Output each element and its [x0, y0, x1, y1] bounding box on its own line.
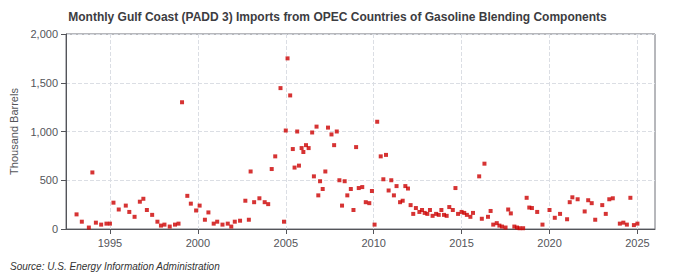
- svg-text:Source: U.S. Energy Informatio: Source: U.S. Energy Information Administ…: [10, 261, 220, 272]
- svg-text:2025: 2025: [625, 237, 649, 249]
- svg-text:2005: 2005: [274, 237, 298, 249]
- svg-text:2020: 2020: [537, 237, 561, 249]
- svg-text:2010: 2010: [361, 237, 385, 249]
- svg-text:2,000: 2,000: [30, 28, 58, 40]
- svg-text:1,000: 1,000: [30, 126, 58, 138]
- svg-text:0: 0: [52, 223, 58, 235]
- svg-text:1995: 1995: [98, 237, 122, 249]
- svg-text:Thousand Barrels: Thousand Barrels: [8, 88, 20, 175]
- svg-text:500: 500: [40, 174, 58, 186]
- svg-text:2000: 2000: [186, 237, 210, 249]
- svg-text:2015: 2015: [449, 237, 473, 249]
- svg-text:1,500: 1,500: [30, 77, 58, 89]
- svg-text:Monthly Gulf Coast (PADD 3) Im: Monthly Gulf Coast (PADD 3) Imports from…: [68, 10, 607, 24]
